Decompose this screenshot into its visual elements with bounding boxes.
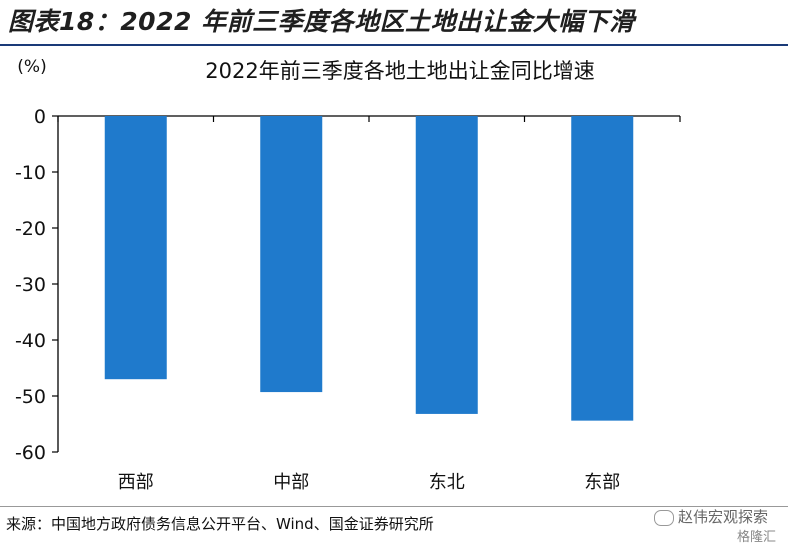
footer-rule bbox=[0, 506, 788, 507]
plot-area: 0 -10 -20 -30 -40 -50 -60 西部 中部 东北 东部 bbox=[15, 106, 681, 493]
bar bbox=[571, 116, 634, 421]
y-tick-label: -60 bbox=[15, 442, 46, 464]
x-category-label: 西部 bbox=[118, 472, 154, 493]
bar-chart: 2022年前三季度各地土地出让金同比增速 (%) 0 -10 -20 -30 -40 -5… bbox=[15, 57, 681, 493]
y-tick-label: -50 bbox=[15, 386, 46, 408]
watermark-logo: 格隆汇 bbox=[736, 530, 776, 545]
y-tick-label: -30 bbox=[15, 274, 46, 296]
source-note: 来源：中国地方政府债务信息公开平台、Wind、国金证券研究所 bbox=[6, 515, 434, 533]
watermark: 赵伟宏观探索 bbox=[653, 506, 768, 527]
watermark-text: 赵伟宏观探索 bbox=[677, 508, 768, 526]
chart-title: 2022年前三季度各地土地出让金同比增速 bbox=[205, 59, 594, 83]
y-tick-label: -10 bbox=[15, 162, 46, 184]
y-tick-label: 0 bbox=[34, 106, 46, 128]
bar bbox=[260, 116, 323, 393]
wechat-icon bbox=[653, 509, 674, 526]
y-tick-label: -20 bbox=[15, 218, 46, 240]
x-category-label: 中部 bbox=[273, 472, 309, 493]
bar bbox=[104, 116, 167, 380]
x-category-label: 东北 bbox=[429, 472, 465, 493]
y-tick-label: -40 bbox=[15, 330, 46, 352]
title-rule bbox=[0, 44, 788, 46]
x-category-label: 东部 bbox=[584, 472, 620, 493]
bar bbox=[415, 116, 478, 414]
figure-title: 图表18：2022 年前三季度各地区土地出让金大幅下滑 bbox=[8, 7, 635, 36]
y-unit-label: (%) bbox=[17, 57, 46, 77]
